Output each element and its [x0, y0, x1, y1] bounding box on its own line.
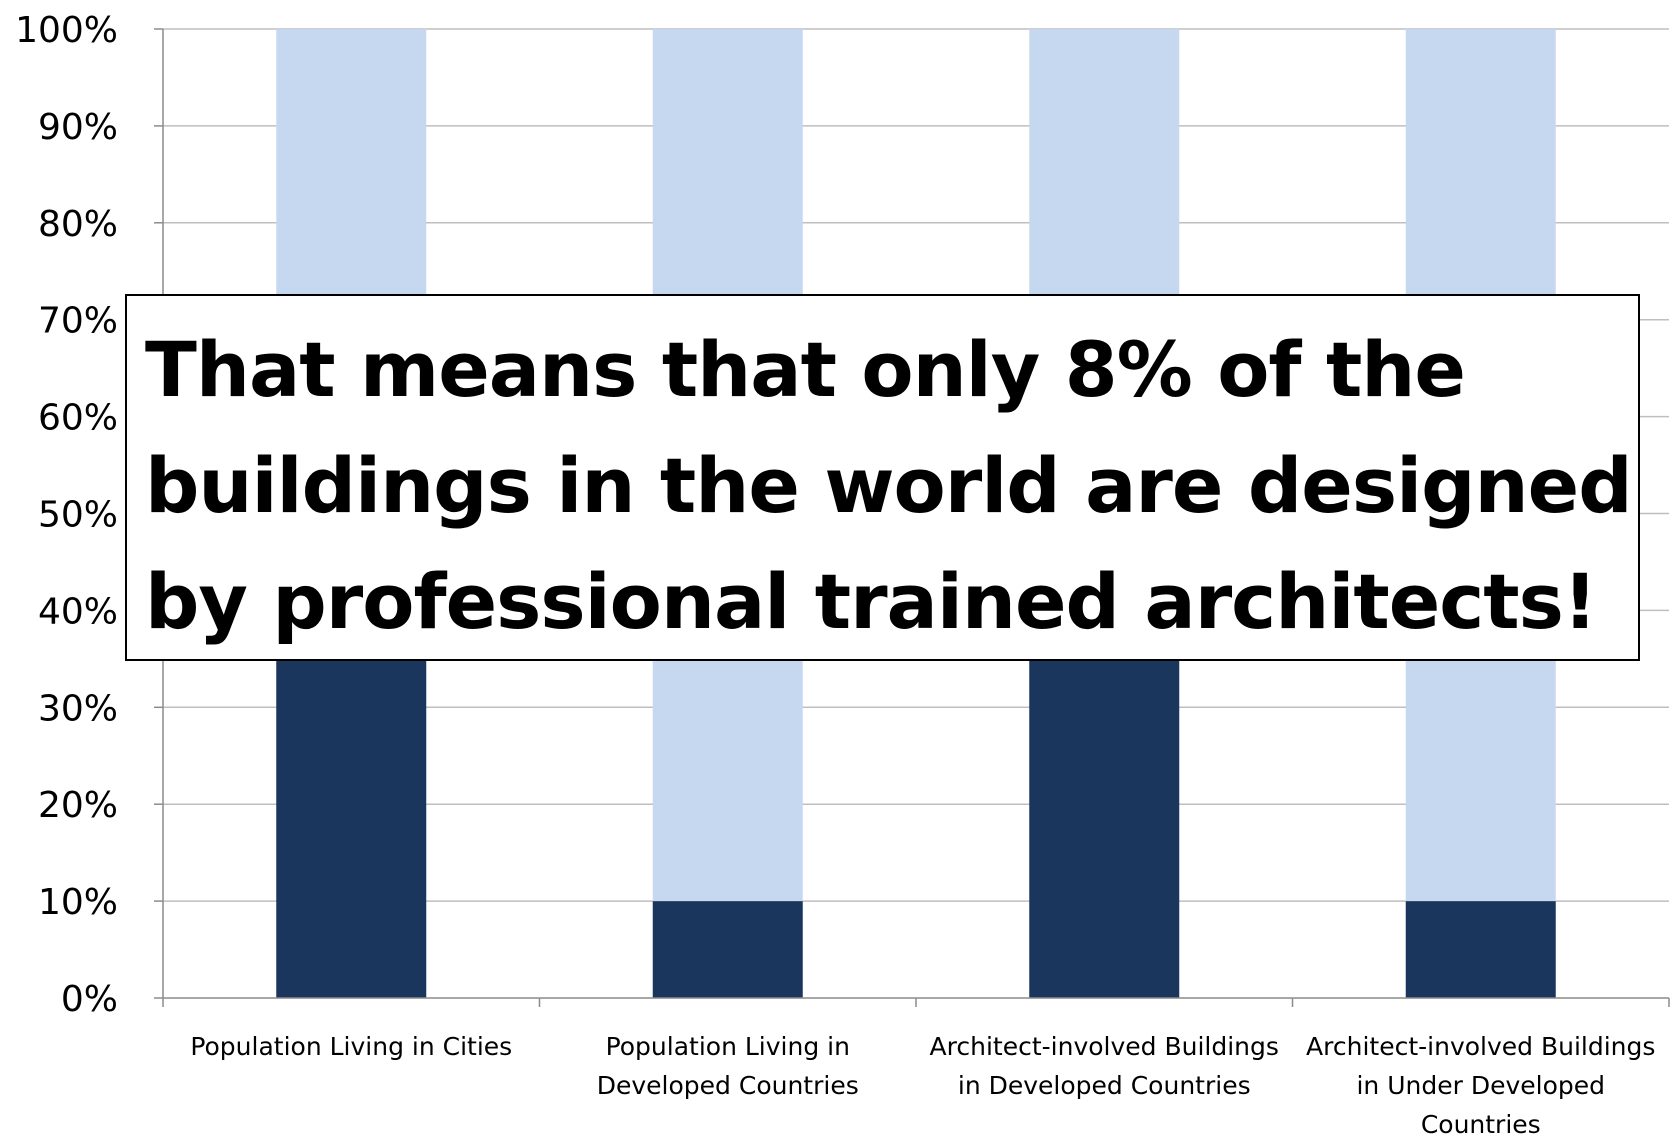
y-tick-label: 90%: [38, 107, 118, 148]
y-tick-label: 50%: [38, 495, 118, 536]
y-tick-label: 60%: [38, 398, 118, 439]
callout-box: That means that only 8% of the buildings…: [125, 294, 1640, 661]
y-tick-label: 10%: [38, 882, 118, 923]
y-tick-label: 100%: [15, 10, 118, 51]
x-category-label: Population Living in Developed Countries: [597, 1032, 859, 1100]
x-category-label: Architect-involved Buildings in Developed…: [930, 1032, 1279, 1100]
x-category-label: Architect-involved Buildings in Under Dev…: [1306, 1032, 1655, 1135]
y-tick-label: 30%: [38, 688, 118, 729]
bar-segment: [1405, 901, 1556, 998]
x-category-labels: Population Living in Cities Population Li…: [190, 1032, 1655, 1135]
callout-text: That means that only 8% of the buildings…: [145, 325, 1633, 646]
y-tick-label: 80%: [38, 204, 118, 245]
bar-segment: [652, 901, 803, 998]
y-tick-label: 20%: [38, 785, 118, 826]
y-tick-label: 0%: [61, 979, 118, 1020]
y-tick-label: 70%: [38, 301, 118, 342]
y-tick-labels: 0% 10% 20% 30% 40% 50% 60% 70% 80% 90% 100%: [15, 10, 118, 1020]
x-category-label: Population Living in Cities: [190, 1032, 512, 1061]
y-tick-label: 40%: [38, 591, 118, 632]
